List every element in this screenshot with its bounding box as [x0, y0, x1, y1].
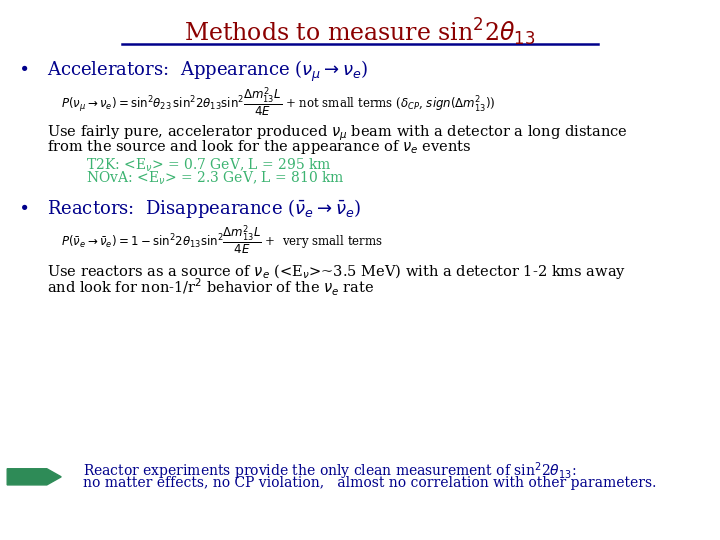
Text: Methods to measure sin$^2$2$\theta_{13}$: Methods to measure sin$^2$2$\theta_{13}$	[184, 16, 536, 48]
Text: NOvA: <E$_{\nu}$> = 2.3 GeV, L = 810 km: NOvA: <E$_{\nu}$> = 2.3 GeV, L = 810 km	[86, 170, 345, 187]
Text: $\bullet$: $\bullet$	[18, 197, 28, 215]
Text: Use reactors as a source of $\nu_{e}$ (<E$_{\nu}$>~3.5 MeV) with a detector 1-2 : Use reactors as a source of $\nu_{e}$ (<…	[47, 262, 626, 281]
Text: Use fairly pure, accelerator produced $\nu_{\mu}$ beam with a detector a long di: Use fairly pure, accelerator produced $\…	[47, 123, 628, 143]
FancyArrow shape	[7, 469, 61, 485]
Text: Reactors:  Disappearance ($\bar{\nu}_{e}$$\rightarrow$$\bar{\nu}_{e}$): Reactors: Disappearance ($\bar{\nu}_{e}$…	[47, 197, 361, 220]
Text: $P(\bar{\nu}_{e} \rightarrow \bar{\nu}_{e}) = 1 - \sin^2\!2\theta_{13}\sin^2\!\d: $P(\bar{\nu}_{e} \rightarrow \bar{\nu}_{…	[61, 223, 383, 256]
Text: T2K: <E$_{\nu}$> = 0.7 GeV, L = 295 km: T2K: <E$_{\nu}$> = 0.7 GeV, L = 295 km	[86, 157, 332, 174]
Text: no matter effects, no CP violation,   almost no correlation with other parameter: no matter effects, no CP violation, almo…	[83, 476, 656, 490]
Text: and look for non-1/r$^2$ behavior of the $\nu_{e}$ rate: and look for non-1/r$^2$ behavior of the…	[47, 276, 374, 298]
Text: from the source and look for the appearance of $\nu_{e}$ events: from the source and look for the appeara…	[47, 138, 472, 156]
Text: $P(\nu_{\mu} \rightarrow \nu_{e}) = \sin^2\!\theta_{23}\,\sin^2\!2\theta_{13}\si: $P(\nu_{\mu} \rightarrow \nu_{e}) = \sin…	[61, 85, 495, 118]
Text: Reactor experiments provide the only clean measurement of sin$^2$2$\theta_{13}$:: Reactor experiments provide the only cle…	[83, 461, 576, 482]
Text: $\bullet$: $\bullet$	[18, 58, 28, 76]
Text: Accelerators:  Appearance ($\nu_{\mu}$$\rightarrow$$\nu_{e}$): Accelerators: Appearance ($\nu_{\mu}$$\r…	[47, 58, 369, 84]
